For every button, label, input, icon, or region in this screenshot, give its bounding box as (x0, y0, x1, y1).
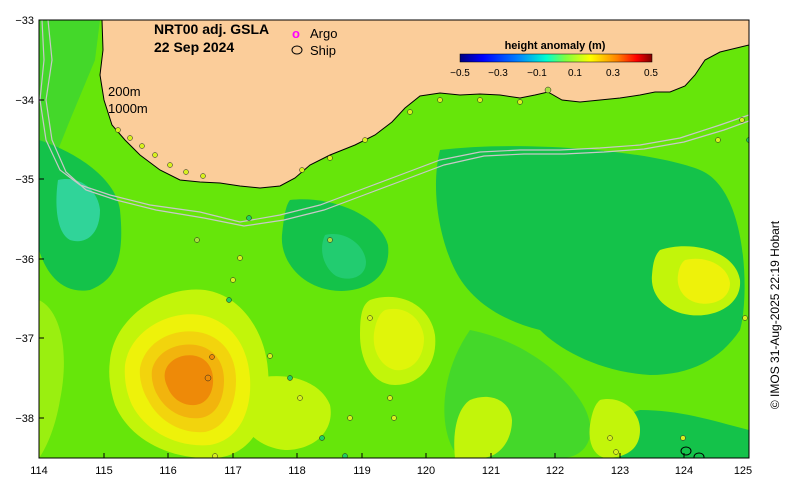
observation-dot (287, 375, 293, 381)
anomaly-region-southwest-high (39, 300, 64, 458)
anomaly-region-lime-core (373, 308, 424, 371)
observation-dot (115, 127, 121, 133)
x-tick-label: 123 (611, 465, 629, 477)
colorbar: height anomaly (m) −0.5 −0.3 −0.1 0.1 0.… (450, 40, 658, 79)
observation-dot (387, 395, 393, 401)
colorbar-tick: −0.5 (450, 68, 470, 79)
isobath-1000m (45, 20, 749, 227)
y-tick-label: −33 (15, 15, 34, 27)
observation-dot (167, 162, 173, 168)
observation-dot (204, 374, 212, 382)
anomaly-region-south-lime (454, 396, 512, 458)
colorbar-tick: −0.1 (527, 68, 547, 79)
legend: o Argo Ship (291, 26, 337, 58)
y-tick-label: −34 (15, 95, 34, 107)
x-tick-label: 117 (224, 465, 242, 477)
x-axis: 114 115 116 117 118 119 120 121 122 123 … (30, 453, 752, 477)
x-tick-label: 122 (546, 465, 564, 477)
y-tick-label: −38 (15, 413, 34, 425)
isobath-200m (39, 20, 749, 223)
anomaly-region-east-core (677, 258, 730, 304)
observation-dot (739, 117, 745, 123)
observation-dot (139, 143, 145, 149)
observation-dot (230, 277, 236, 283)
legend-argo-label: Argo (310, 26, 337, 41)
colorbar-tick: −0.3 (488, 68, 508, 79)
observation-dot (367, 315, 373, 321)
observation-dot (746, 137, 749, 143)
observation-dot (267, 353, 273, 359)
ship-marker (693, 452, 705, 458)
x-tick-label: 121 (482, 465, 500, 477)
observation-dot (407, 109, 413, 115)
x-tick-label: 118 (288, 465, 306, 477)
observation-dot (715, 137, 721, 143)
x-tick-label: 119 (353, 465, 371, 477)
observation-dot (477, 97, 483, 103)
observation-dot (246, 215, 252, 221)
observation-dot (183, 169, 189, 175)
observation-dot (327, 237, 333, 243)
y-tick-label: −35 (15, 174, 34, 186)
colorbar-tick: 0.3 (606, 68, 620, 79)
observation-dot (607, 435, 613, 441)
observation-dot (362, 137, 368, 143)
colorbar-tick: 0.1 (568, 68, 582, 79)
colorbar-tick: 0.5 (644, 68, 658, 79)
credit-text: © IMOS 31-Aug-2025 22:19 Hobart (768, 220, 782, 409)
anomaly-region-southeast-high (589, 399, 640, 458)
observation-dot (297, 395, 303, 401)
x-tick-label: 115 (95, 465, 113, 477)
warm-eddy-core (164, 355, 214, 406)
observation-points (115, 86, 749, 458)
anomaly-region-southeast-low (618, 410, 749, 458)
observation-dot (237, 255, 243, 261)
observation-dot (391, 415, 397, 421)
observation-dot (127, 135, 133, 141)
observation-dot (680, 435, 686, 441)
observation-dot (226, 297, 232, 303)
legend-ship-label: Ship (310, 43, 336, 58)
colorbar-title: height anomaly (m) (505, 40, 606, 52)
observation-dot (212, 453, 218, 458)
observation-dot (613, 449, 619, 455)
y-tick-label: −37 (15, 333, 34, 345)
plot-frame (38, 19, 750, 459)
observation-dot (544, 86, 552, 94)
isobath-label-200m: 200m (108, 84, 141, 99)
observation-dot (209, 354, 215, 360)
x-tick-label: 124 (675, 465, 693, 477)
observation-dot (347, 415, 353, 421)
colorbar-gradient (459, 53, 653, 63)
y-axis: −33 −34 −35 −36 −37 −38 (15, 15, 44, 425)
observation-dot (342, 453, 348, 458)
ship-symbol (291, 45, 303, 55)
x-tick-label: 120 (417, 465, 435, 477)
observation-dot (299, 167, 305, 173)
observation-dot (742, 315, 748, 321)
map-date: 22 Sep 2024 (154, 39, 234, 55)
argo-symbol: o (292, 26, 300, 41)
observation-dot (437, 97, 443, 103)
anomaly-region-teal-core (56, 179, 100, 242)
observation-dot (194, 237, 200, 243)
observation-dot (152, 152, 158, 158)
anomaly-region-east-low (435, 146, 745, 375)
anomaly-region-central-core (322, 234, 366, 279)
x-tick-label: 125 (734, 465, 752, 477)
x-tick-label: 114 (30, 465, 48, 477)
ship-marker (680, 446, 692, 456)
y-tick-label: −36 (15, 254, 34, 266)
observation-dot (200, 173, 206, 179)
map-title: NRT00 adj. GSLA (154, 21, 269, 37)
isobath-label-1000m: 1000m (108, 101, 148, 116)
sea-level-field (39, 20, 749, 458)
x-tick-label: 116 (159, 465, 177, 477)
observation-dot (319, 435, 325, 441)
observation-dot (517, 99, 523, 105)
observation-dot (327, 155, 333, 161)
